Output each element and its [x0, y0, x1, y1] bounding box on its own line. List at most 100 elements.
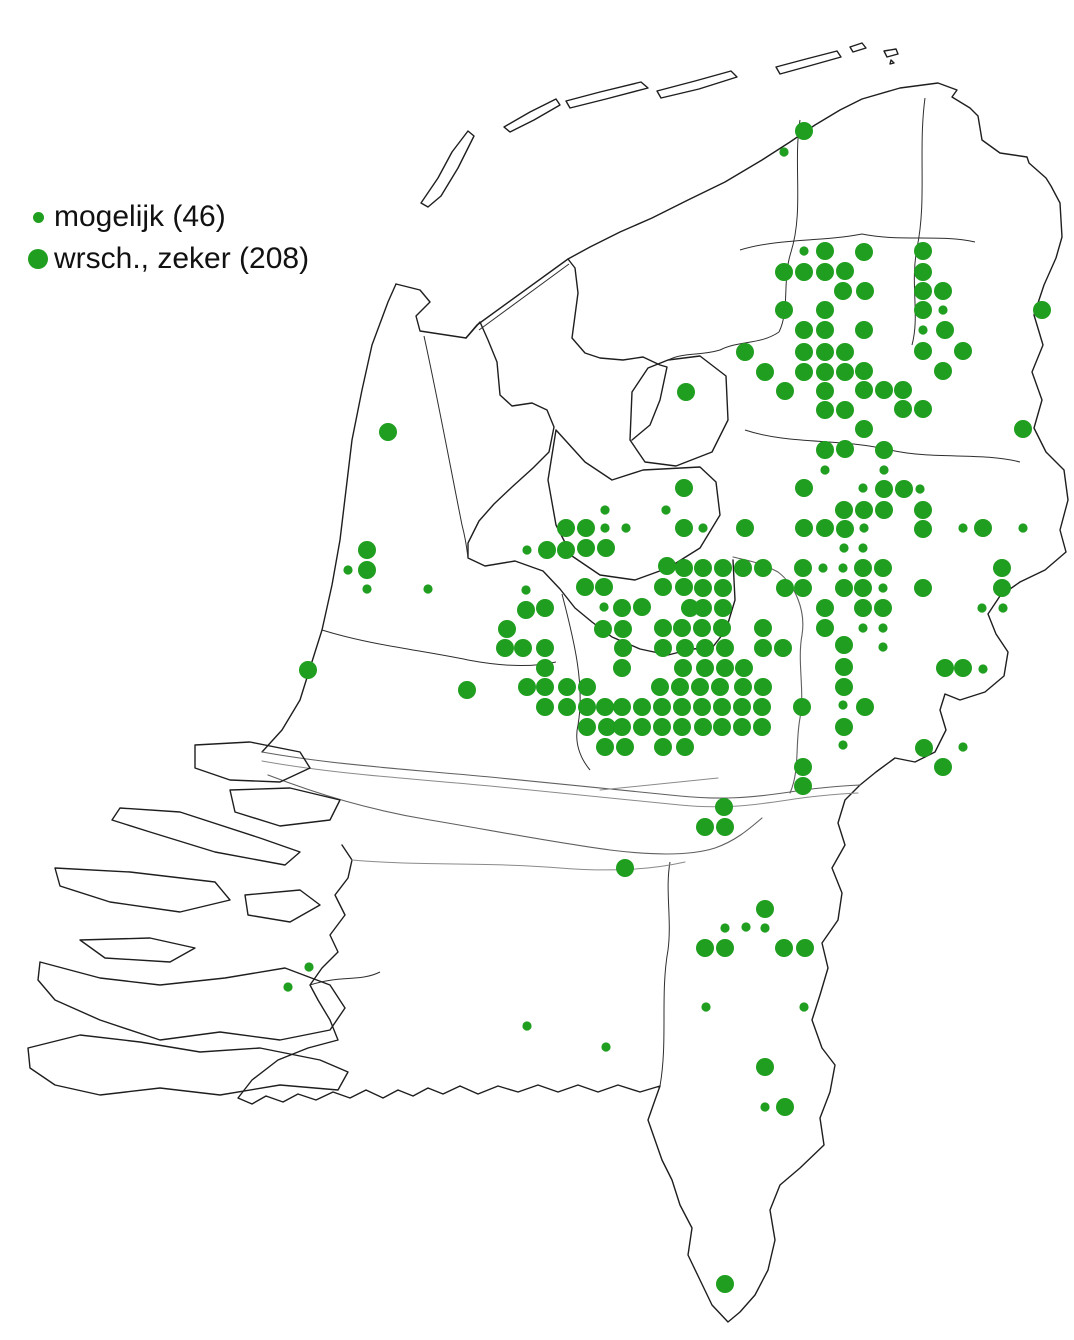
- observation-dot-wrsch-zeker: [693, 619, 711, 637]
- observation-dot-wrsch-zeker: [914, 520, 932, 538]
- observation-dot-wrsch-zeker: [754, 678, 772, 696]
- observation-dot-wrsch-zeker: [794, 559, 812, 577]
- observation-dot-wrsch-zeker: [836, 440, 854, 458]
- legend-label: mogelijk (46): [54, 200, 226, 233]
- observation-dot-wrsch-zeker: [578, 678, 596, 696]
- observation-dot-wrsch-zeker: [694, 718, 712, 736]
- observation-dot-wrsch-zeker: [816, 301, 834, 319]
- observation-dot-wrsch-zeker: [795, 321, 813, 339]
- observation-dot-wrsch-zeker: [713, 619, 731, 637]
- observation-dot-wrsch-zeker: [714, 579, 732, 597]
- observation-dot-wrsch-zeker: [835, 636, 853, 654]
- observation-dot-mogelijk: [838, 740, 848, 750]
- observation-dot-wrsch-zeker: [715, 798, 733, 816]
- observation-dot-wrsch-zeker: [1033, 301, 1051, 319]
- observation-dot-mogelijk: [600, 505, 610, 515]
- observation-dot-wrsch-zeker: [616, 738, 634, 756]
- observation-dot-mogelijk: [977, 603, 987, 613]
- observation-dot-wrsch-zeker: [854, 579, 872, 597]
- observation-dot-mogelijk: [760, 1102, 770, 1112]
- observation-dot-wrsch-zeker: [855, 381, 873, 399]
- observation-dot-wrsch-zeker: [716, 818, 734, 836]
- observation-dot-wrsch-zeker: [711, 678, 729, 696]
- observation-dot-wrsch-zeker: [691, 678, 709, 696]
- observation-dot-wrsch-zeker: [716, 939, 734, 957]
- observation-dot-wrsch-zeker: [576, 578, 594, 596]
- observation-dot-mogelijk: [858, 623, 868, 633]
- observation-dot-wrsch-zeker: [894, 400, 912, 418]
- observation-dot-wrsch-zeker: [875, 381, 893, 399]
- observation-dot-wrsch-zeker: [299, 661, 317, 679]
- observation-dot-wrsch-zeker: [716, 639, 734, 657]
- observation-dot-wrsch-zeker: [736, 343, 754, 361]
- observation-dot-wrsch-zeker: [914, 242, 932, 260]
- observation-dot-mogelijk: [779, 147, 789, 157]
- observation-dot-mogelijk: [522, 545, 532, 555]
- observation-dot-mogelijk: [720, 923, 730, 933]
- observation-dot-mogelijk: [915, 484, 925, 494]
- wadden-islands: [420, 42, 899, 208]
- observation-dot-wrsch-zeker: [616, 859, 634, 877]
- observation-dot-wrsch-zeker: [914, 301, 932, 319]
- observation-dot-wrsch-zeker: [754, 619, 772, 637]
- observation-dot-wrsch-zeker: [598, 718, 616, 736]
- observation-dot-mogelijk: [958, 523, 968, 533]
- observation-dot-wrsch-zeker: [756, 900, 774, 918]
- observation-dot-wrsch-zeker: [834, 282, 852, 300]
- observation-dot-wrsch-zeker: [594, 620, 612, 638]
- observation-dot-wrsch-zeker: [874, 599, 892, 617]
- observation-dot-wrsch-zeker: [557, 541, 575, 559]
- observation-dot-mogelijk: [283, 982, 293, 992]
- observation-dot-mogelijk: [820, 465, 830, 475]
- observation-dot-wrsch-zeker: [875, 501, 893, 519]
- observation-dot-mogelijk: [599, 602, 609, 612]
- observation-dot-wrsch-zeker: [753, 718, 771, 736]
- mainland-outline: [237, 82, 1069, 1323]
- observation-dot-mogelijk: [818, 563, 828, 573]
- observation-dot-wrsch-zeker: [836, 520, 854, 538]
- observation-dot-wrsch-zeker: [694, 579, 712, 597]
- observation-dot-wrsch-zeker: [733, 698, 751, 716]
- footer: Sovon Raaf - Corvus corax Broedzekerheid…: [0, 1230, 1074, 1340]
- rivers: [261, 556, 861, 871]
- observation-dot-wrsch-zeker: [677, 383, 695, 401]
- observation-dot-wrsch-zeker: [558, 678, 576, 696]
- observation-dot-wrsch-zeker: [596, 698, 614, 716]
- observation-dot-wrsch-zeker: [577, 539, 595, 557]
- observation-dot-mogelijk: [521, 585, 531, 595]
- observation-dot-wrsch-zeker: [614, 639, 632, 657]
- observation-dot-wrsch-zeker: [577, 519, 595, 537]
- observation-dot-wrsch-zeker: [775, 263, 793, 281]
- observation-dot-wrsch-zeker: [835, 658, 853, 676]
- observation-dot-wrsch-zeker: [753, 698, 771, 716]
- observation-dot-wrsch-zeker: [536, 639, 554, 657]
- observation-dot-wrsch-zeker: [776, 579, 794, 597]
- observation-dot-wrsch-zeker: [836, 343, 854, 361]
- observation-dot-wrsch-zeker: [694, 599, 712, 617]
- observation-dot-wrsch-zeker: [776, 1098, 794, 1116]
- observation-dot-wrsch-zeker: [595, 578, 613, 596]
- observation-dot-wrsch-zeker: [681, 599, 699, 617]
- observation-dot-wrsch-zeker: [835, 718, 853, 736]
- observation-dot-wrsch-zeker: [496, 639, 514, 657]
- observation-dot-mogelijk: [858, 483, 868, 493]
- observation-dot-wrsch-zeker: [794, 758, 812, 776]
- observation-dot-wrsch-zeker: [855, 321, 873, 339]
- observation-dot-wrsch-zeker: [358, 541, 376, 559]
- observation-dot-wrsch-zeker: [835, 501, 853, 519]
- observation-dot-mogelijk: [741, 922, 751, 932]
- observation-dot-wrsch-zeker: [794, 777, 812, 795]
- observation-dot-wrsch-zeker: [914, 282, 932, 300]
- observation-dot-wrsch-zeker: [736, 519, 754, 537]
- observation-dot-mogelijk: [760, 923, 770, 933]
- observation-dot-mogelijk: [600, 523, 610, 533]
- observation-dot-wrsch-zeker: [936, 321, 954, 339]
- observation-dot-wrsch-zeker: [735, 659, 753, 677]
- observation-dot-mogelijk: [978, 664, 988, 674]
- observation-dot-mogelijk: [621, 523, 631, 533]
- observation-dot-wrsch-zeker: [775, 301, 793, 319]
- observation-dot-wrsch-zeker: [835, 579, 853, 597]
- observation-dot-wrsch-zeker: [673, 619, 691, 637]
- flevoland-polders: [547, 355, 729, 581]
- observation-dot-wrsch-zeker: [796, 939, 814, 957]
